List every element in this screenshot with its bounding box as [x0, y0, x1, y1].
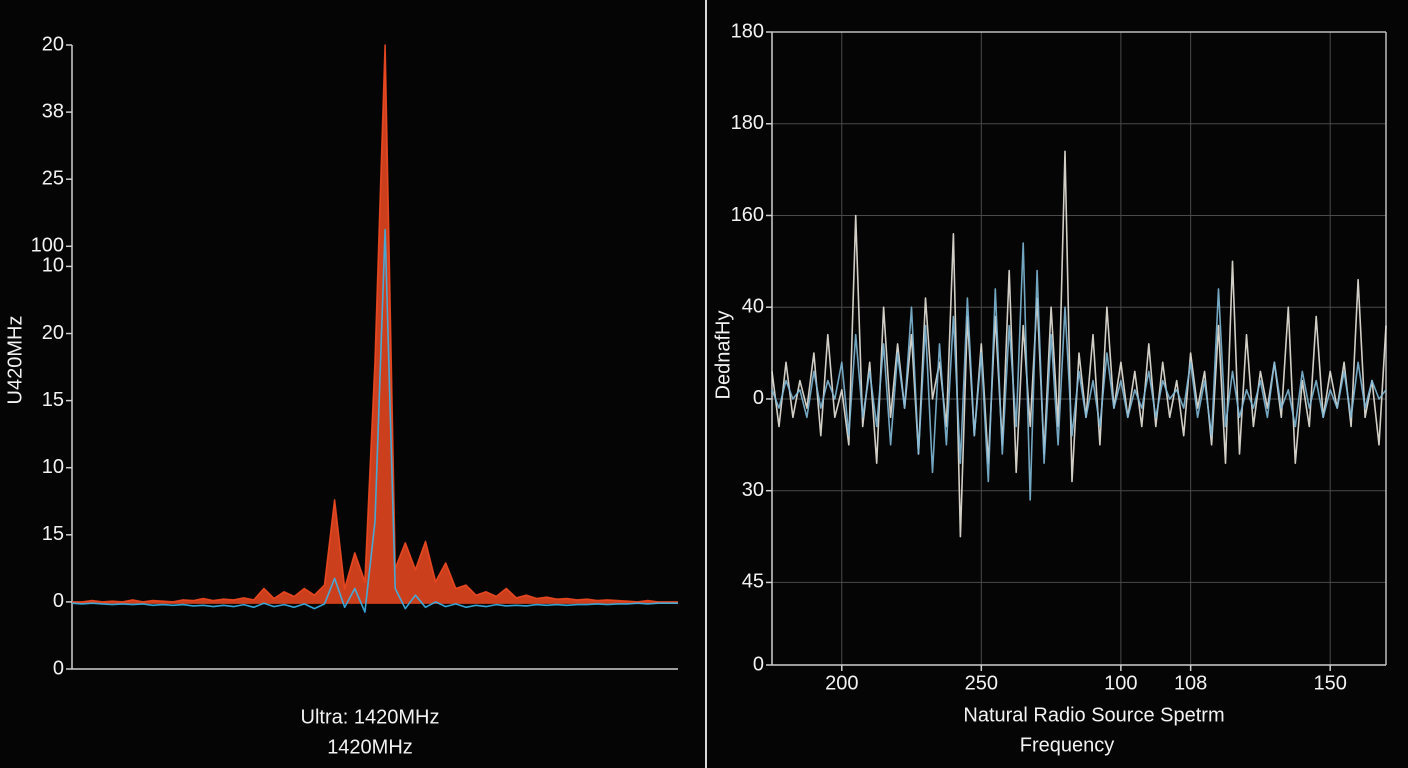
x-tick-label: 250	[965, 672, 998, 694]
series-line	[71, 228, 678, 613]
y-tick-label: 10	[42, 456, 64, 478]
y-tick-label: 100	[31, 235, 64, 257]
x-axis-label: Natural Radio Source Spetrm	[963, 704, 1224, 726]
series-line	[771, 242, 1387, 501]
x-tick-label: 108	[1174, 672, 1207, 694]
y-axis-label: DednafHy	[712, 311, 734, 400]
y-tick-label: 20	[42, 33, 64, 55]
y-tick-label: 40	[742, 295, 764, 317]
y-tick-label: 0	[53, 657, 64, 679]
series-line	[771, 150, 1387, 538]
y-tick-label: 0	[753, 653, 764, 675]
x-tick-label: 150	[1313, 672, 1346, 694]
y-axis-label: U420MHz	[4, 316, 26, 405]
y-tick-label: 10	[42, 255, 64, 277]
x-tick-label: 100	[1104, 672, 1137, 694]
y-tick-label: 0	[753, 387, 764, 409]
y-tick-label: 38	[42, 100, 64, 122]
y-tick-label: 15	[42, 523, 64, 545]
y-tick-label: 180	[731, 20, 764, 42]
x-axis-label: Ultra: 1420MHz	[301, 706, 440, 728]
x-axis-label: 1420MHz	[327, 736, 413, 758]
y-tick-label: 30	[742, 479, 764, 501]
x-axis-label: Frequency	[1020, 734, 1115, 756]
y-tick-label: 0	[53, 590, 64, 612]
y-tick-label: 15	[42, 389, 64, 411]
x-tick-label: 200	[825, 672, 858, 694]
y-tick-label: 45	[742, 571, 764, 593]
series-area	[72, 45, 678, 604]
y-tick-label: 180	[731, 112, 764, 134]
y-tick-label: 20	[42, 322, 64, 344]
y-tick-label: 160	[731, 204, 764, 226]
series-line	[72, 44, 678, 603]
y-tick-label: 25	[42, 167, 64, 189]
